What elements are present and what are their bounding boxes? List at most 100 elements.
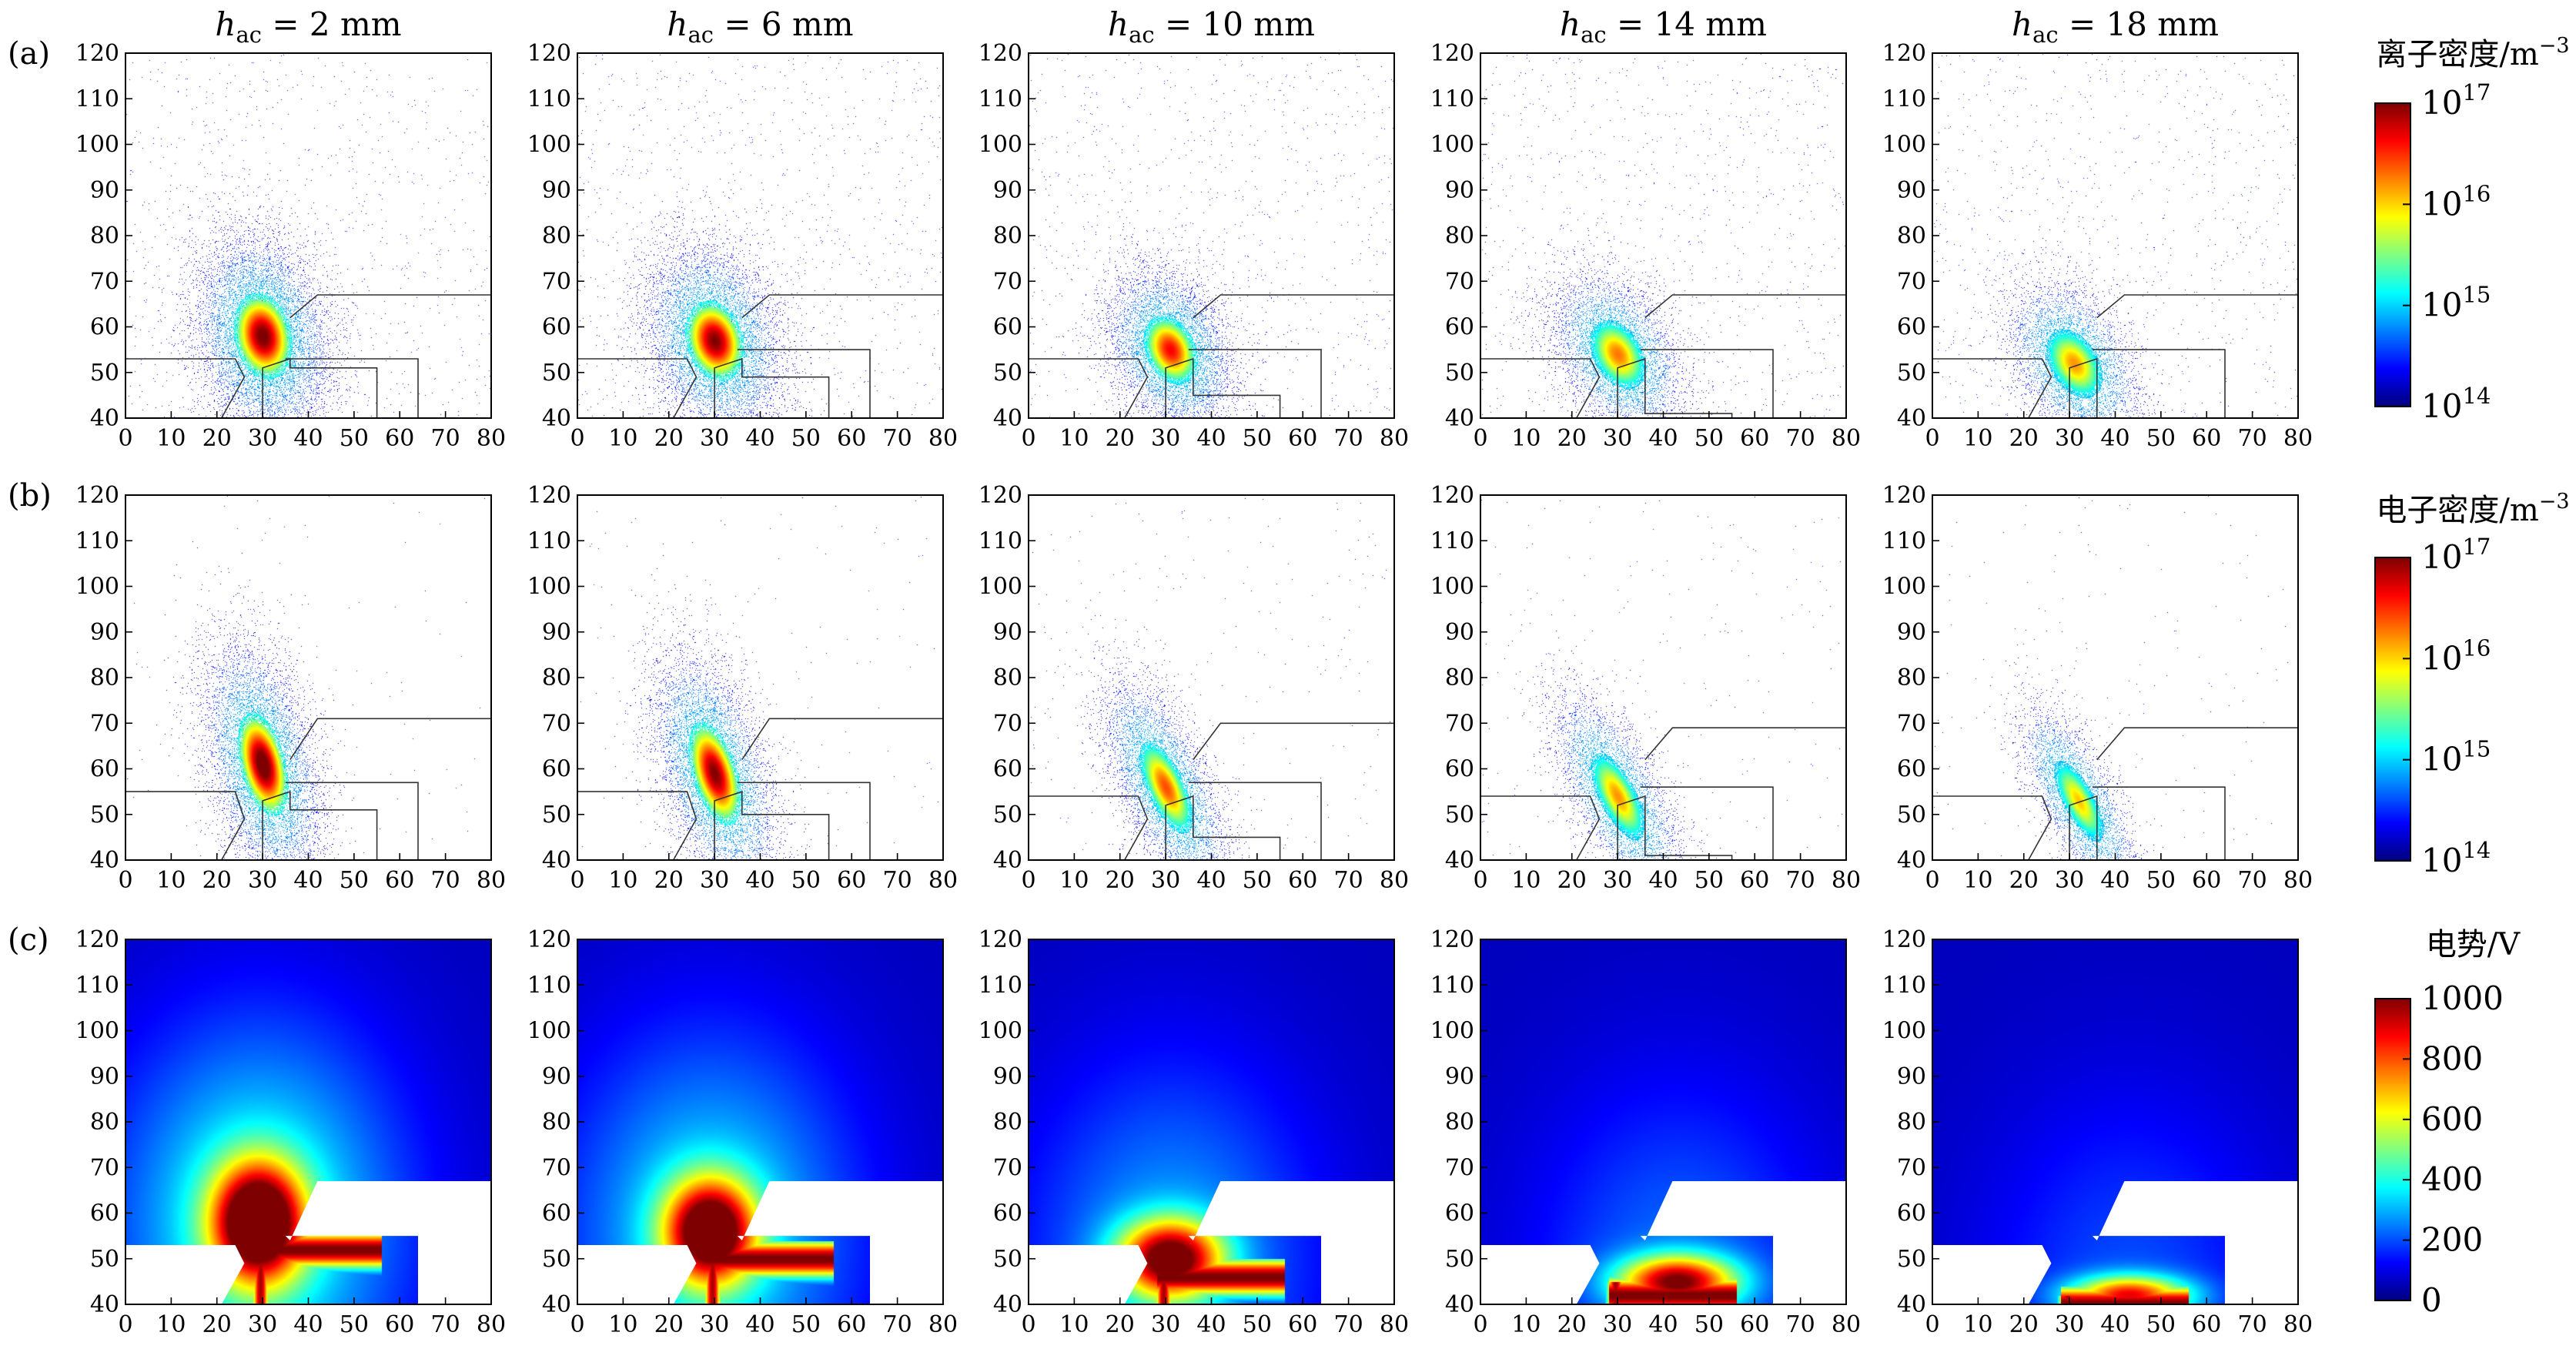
x-tick-label: 60 bbox=[2192, 867, 2221, 894]
y-tick-label: 100 bbox=[1882, 574, 1926, 601]
y-tick-label: 50 bbox=[542, 1246, 571, 1273]
x-tick-label: 50 bbox=[791, 425, 821, 452]
y-tick-label: 120 bbox=[75, 40, 119, 67]
x-tick-label: 60 bbox=[837, 867, 866, 894]
x-tick-label: 40 bbox=[1648, 867, 1678, 894]
electrode-outline bbox=[289, 294, 491, 319]
x-tick-label: 70 bbox=[431, 867, 460, 894]
colorbar-title: 电子密度/m−3 bbox=[2376, 490, 2569, 528]
x-tick-label: 50 bbox=[340, 1311, 369, 1338]
colorbar-title: 电势/V bbox=[2426, 927, 2521, 962]
x-tick-label: 20 bbox=[1106, 867, 1135, 894]
y-tick-label: 90 bbox=[90, 619, 119, 646]
panel-r2-c2: 0 10 20 30 40 50 60 70 80 40 50 60 70 80 90 100 110 120 bbox=[979, 926, 1409, 1338]
y-tick-label: 120 bbox=[1430, 482, 1474, 509]
x-tick-label: 0 bbox=[570, 425, 584, 452]
panel-r1-c3: 0 10 20 30 40 50 60 70 80 40 50 60 70 80 90 100 110 120 bbox=[1430, 482, 1861, 894]
electrode-outline bbox=[2096, 294, 2298, 319]
panel-r1-c4: 0 10 20 30 40 50 60 70 80 40 50 60 70 80 90 100 110 120 bbox=[1882, 482, 2313, 894]
column-title: hac = 18 mm bbox=[2012, 5, 2219, 48]
electrode-outline bbox=[1932, 795, 2052, 861]
x-tick-label: 30 bbox=[1151, 425, 1180, 452]
x-tick-label: 0 bbox=[570, 1311, 584, 1338]
x-tick-label: 10 bbox=[1511, 1311, 1541, 1338]
electrode-outline bbox=[125, 791, 246, 861]
panel-r0-c0: 0 10 20 30 40 50 60 70 80 40 50 60 70 80 90 100 110 120 bbox=[75, 40, 506, 452]
electrode-region bbox=[577, 1245, 697, 1304]
x-tick-label: 40 bbox=[293, 1311, 323, 1338]
y-tick-label: 40 bbox=[993, 1291, 1022, 1318]
x-tick-label: 80 bbox=[1380, 1311, 1409, 1338]
y-tick-label: 70 bbox=[1445, 1154, 1474, 1181]
y-tick-label: 50 bbox=[993, 802, 1022, 828]
x-tick-label: 20 bbox=[1106, 425, 1135, 452]
x-tick-label: 20 bbox=[1557, 867, 1587, 894]
y-tick-label: 90 bbox=[90, 177, 119, 204]
x-tick-label: 60 bbox=[385, 425, 414, 452]
x-tick-label: 40 bbox=[293, 425, 323, 452]
column-title: hac = 14 mm bbox=[1560, 5, 1767, 48]
y-tick-label: 60 bbox=[993, 1200, 1022, 1227]
y-tick-label: 80 bbox=[1897, 223, 1926, 249]
y-tick-label: 90 bbox=[1445, 177, 1474, 204]
colorbar-tick-label: 1017 bbox=[2421, 79, 2491, 122]
y-tick-label: 50 bbox=[90, 1246, 119, 1273]
colorbar: 离子密度/m−3 1017 1016 1015 1014 bbox=[2374, 34, 2570, 425]
electrode-outline bbox=[2092, 786, 2226, 860]
y-tick-label: 50 bbox=[90, 360, 119, 387]
x-tick-label: 70 bbox=[2238, 867, 2267, 894]
electrode-outline bbox=[577, 358, 698, 419]
electrode-outline bbox=[1644, 727, 1846, 761]
x-tick-label: 10 bbox=[1963, 1311, 1992, 1338]
y-tick-label: 70 bbox=[993, 1154, 1022, 1181]
y-tick-label: 90 bbox=[90, 1063, 119, 1090]
x-tick-label: 80 bbox=[477, 1311, 506, 1338]
panel-r0-c4: 0 10 20 30 40 50 60 70 80 40 50 60 70 80 90 100 110 120 bbox=[1882, 40, 2313, 452]
y-tick-label: 70 bbox=[542, 1154, 571, 1181]
x-tick-label: 20 bbox=[654, 1311, 684, 1338]
y-tick-label: 40 bbox=[1445, 847, 1474, 874]
x-tick-label: 20 bbox=[654, 425, 684, 452]
x-tick-label: 60 bbox=[1740, 867, 1769, 894]
x-tick-label: 30 bbox=[700, 1311, 729, 1338]
colorbar-gradient bbox=[2374, 557, 2411, 862]
y-tick-label: 100 bbox=[1430, 132, 1474, 159]
y-tick-label: 80 bbox=[993, 664, 1022, 691]
x-tick-label: 30 bbox=[248, 867, 277, 894]
x-tick-label: 80 bbox=[928, 867, 958, 894]
y-tick-label: 100 bbox=[527, 132, 571, 159]
panel-heatmap bbox=[1029, 495, 1394, 860]
colorbar-tick-label: 1014 bbox=[2421, 837, 2491, 879]
y-tick-label: 90 bbox=[542, 1063, 571, 1090]
y-tick-label: 120 bbox=[979, 40, 1022, 67]
x-tick-label: 40 bbox=[745, 1311, 774, 1338]
electrode-outline bbox=[2092, 349, 2226, 418]
panel-heatmap bbox=[577, 53, 943, 418]
x-tick-label: 30 bbox=[1603, 867, 1632, 894]
x-tick-label: 20 bbox=[1557, 1311, 1587, 1338]
x-tick-label: 30 bbox=[248, 1311, 277, 1338]
electrode-outline bbox=[1640, 349, 1774, 418]
y-tick-label: 110 bbox=[1882, 85, 1926, 112]
y-tick-label: 70 bbox=[90, 1154, 119, 1181]
electrode-outline bbox=[714, 357, 830, 418]
y-tick-label: 50 bbox=[993, 360, 1022, 387]
electrode-outline bbox=[741, 294, 943, 319]
y-tick-label: 80 bbox=[1445, 664, 1474, 691]
x-tick-label: 0 bbox=[118, 1311, 132, 1338]
x-tick-label: 10 bbox=[156, 867, 186, 894]
x-tick-label: 80 bbox=[2283, 867, 2313, 894]
panel-r2-c4: 0 10 20 30 40 50 60 70 80 40 50 60 70 80 90 100 110 120 bbox=[1882, 926, 2313, 1338]
electrode-outline bbox=[737, 349, 871, 418]
x-tick-label: 40 bbox=[745, 867, 774, 894]
panel-heatmap bbox=[125, 495, 491, 860]
y-tick-label: 40 bbox=[1897, 847, 1926, 874]
x-tick-label: 40 bbox=[293, 867, 323, 894]
y-tick-label: 90 bbox=[1897, 619, 1926, 646]
electrode-outline bbox=[1029, 795, 1149, 861]
y-tick-label: 110 bbox=[1882, 527, 1926, 554]
colorbar: 电势/V 1000 800 600 400 200 0 bbox=[2374, 927, 2521, 1319]
y-tick-label: 70 bbox=[993, 710, 1022, 737]
electrode-outline bbox=[1193, 722, 1394, 761]
colorbar-tick-label: 600 bbox=[2421, 1100, 2483, 1138]
